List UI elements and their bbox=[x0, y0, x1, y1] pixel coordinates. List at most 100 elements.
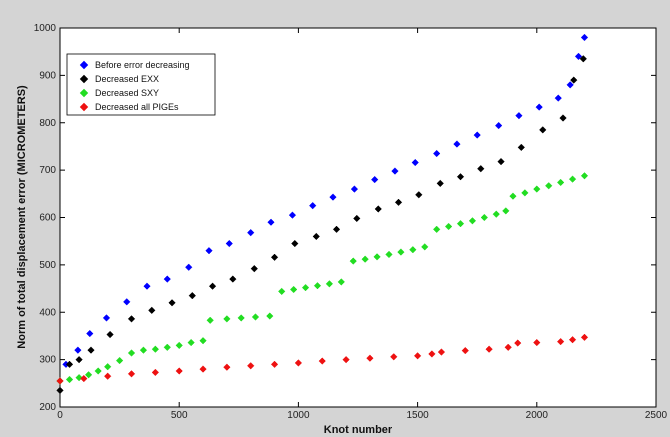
y-axis: 200 300 400 500 600 700 800 900 1000 bbox=[34, 23, 656, 413]
y-tick-label: 600 bbox=[39, 213, 56, 224]
y-tick-label: 500 bbox=[39, 260, 56, 271]
data-point bbox=[373, 253, 381, 261]
data-point bbox=[517, 143, 525, 152]
data-point bbox=[421, 243, 429, 251]
data-point bbox=[229, 275, 237, 283]
data-point bbox=[580, 333, 589, 342]
data-point bbox=[453, 140, 461, 148]
data-point bbox=[374, 205, 382, 213]
data-point bbox=[270, 360, 279, 369]
data-point bbox=[409, 246, 417, 254]
data-point bbox=[104, 372, 112, 380]
data-point bbox=[411, 158, 419, 167]
legend-label: Before error decreasing bbox=[95, 60, 190, 70]
data-point bbox=[559, 114, 567, 122]
data-point bbox=[185, 263, 193, 271]
data-point bbox=[266, 312, 274, 320]
data-point bbox=[309, 202, 317, 210]
data-point bbox=[533, 338, 541, 347]
data-point bbox=[289, 285, 298, 294]
y-tick-label: 900 bbox=[39, 70, 56, 81]
x-tick-label: 2500 bbox=[645, 410, 668, 421]
data-point bbox=[433, 225, 441, 233]
data-point bbox=[437, 348, 446, 356]
data-point bbox=[318, 357, 326, 365]
data-point bbox=[570, 76, 578, 84]
data-point bbox=[554, 94, 562, 102]
data-point bbox=[56, 377, 64, 385]
data-point bbox=[391, 167, 399, 175]
data-point bbox=[385, 250, 393, 259]
data-point bbox=[556, 337, 565, 346]
data-point bbox=[566, 81, 574, 89]
data-point bbox=[468, 217, 477, 225]
data-point bbox=[267, 218, 275, 226]
data-point bbox=[80, 374, 88, 383]
data-point bbox=[175, 367, 183, 375]
data-point bbox=[163, 275, 171, 283]
data-point bbox=[366, 354, 374, 362]
data-point bbox=[312, 232, 320, 241]
data-point bbox=[580, 172, 589, 180]
data-point bbox=[390, 353, 398, 361]
data-point bbox=[139, 346, 148, 354]
data-point bbox=[436, 179, 444, 188]
y-axis-label: Norm of total displacement error (MICROM… bbox=[16, 85, 28, 349]
data-point bbox=[428, 350, 436, 358]
data-point bbox=[473, 131, 481, 139]
data-point bbox=[349, 257, 357, 265]
data-point bbox=[495, 121, 503, 130]
data-point bbox=[361, 255, 369, 263]
data-point bbox=[205, 247, 213, 255]
data-point bbox=[115, 356, 124, 365]
data-point bbox=[497, 157, 505, 166]
data-point bbox=[394, 198, 403, 206]
data-point bbox=[444, 222, 453, 231]
data-point bbox=[535, 103, 543, 111]
legend-label: Decreased SXY bbox=[95, 88, 159, 98]
data-point bbox=[102, 314, 111, 322]
data-point bbox=[104, 363, 112, 371]
data-point bbox=[325, 280, 334, 288]
legend-marker bbox=[79, 74, 89, 84]
data-point bbox=[329, 193, 337, 201]
y-tick-label: 400 bbox=[39, 307, 56, 318]
x-tick-label: 1500 bbox=[406, 410, 429, 421]
data-point bbox=[278, 287, 286, 296]
data-point bbox=[270, 253, 279, 261]
legend-marker bbox=[79, 88, 89, 98]
legend-marker bbox=[79, 102, 89, 112]
data-point bbox=[151, 368, 160, 377]
data-point bbox=[332, 225, 341, 233]
data-point bbox=[492, 210, 500, 218]
data-point bbox=[514, 339, 522, 347]
data-point bbox=[433, 149, 441, 158]
data-point bbox=[247, 229, 255, 237]
data-point bbox=[568, 175, 577, 183]
y-tick-label: 1000 bbox=[34, 23, 57, 34]
x-tick-label: 2000 bbox=[526, 410, 549, 421]
legend-label: Decreased EXX bbox=[95, 74, 159, 84]
data-point bbox=[188, 292, 196, 300]
data-point bbox=[225, 239, 233, 248]
data-point bbox=[106, 330, 114, 339]
data-point bbox=[187, 338, 195, 347]
data-point bbox=[397, 248, 405, 256]
data-point bbox=[65, 375, 74, 384]
x-axis: 0 500 1000 1500 2000 2500 bbox=[57, 28, 668, 421]
data-point bbox=[127, 349, 136, 357]
data-point bbox=[199, 337, 207, 345]
data-point bbox=[206, 316, 214, 324]
data-point bbox=[251, 313, 260, 321]
data-point bbox=[504, 343, 512, 351]
series-2 bbox=[56, 55, 587, 395]
legend-box bbox=[66, 53, 216, 116]
data-point bbox=[127, 315, 136, 323]
data-point bbox=[521, 189, 529, 197]
data-point bbox=[127, 370, 136, 378]
data-point bbox=[413, 352, 422, 360]
y-tick-label: 800 bbox=[39, 118, 56, 129]
data-point bbox=[477, 165, 485, 173]
data-point bbox=[371, 175, 379, 184]
